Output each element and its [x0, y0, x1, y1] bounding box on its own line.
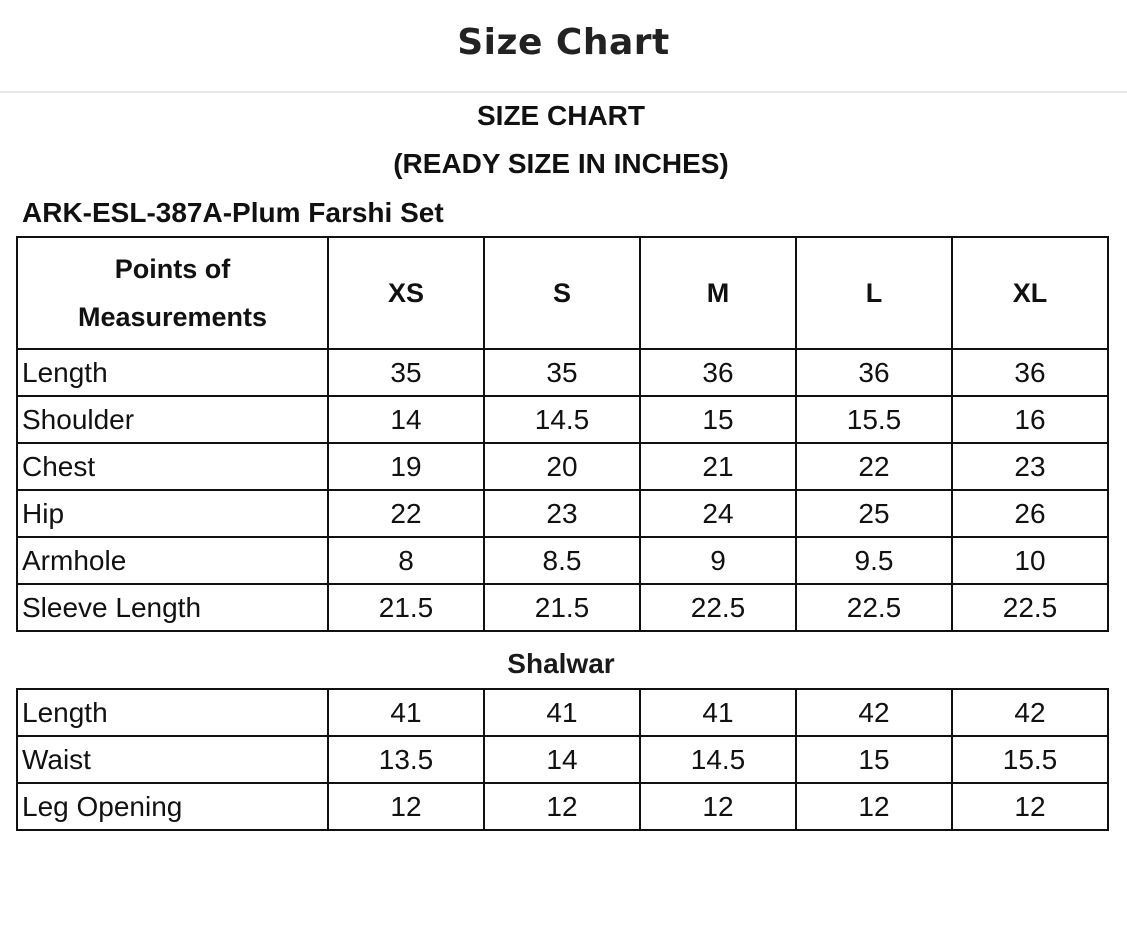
header-size-xs: XS: [327, 236, 485, 350]
header-divider: [0, 91, 1127, 93]
cell-value: 41: [483, 688, 641, 737]
cell-value: 41: [639, 688, 797, 737]
cell-value: 14.5: [483, 395, 641, 444]
table-row: Chest 19 20 21 22 23: [16, 442, 1109, 491]
row-label: Armhole: [16, 536, 329, 585]
cell-value: 9: [639, 536, 797, 585]
table-row: Length 41 41 41 42 42: [16, 688, 1109, 737]
cell-value: 9.5: [795, 536, 953, 585]
section-label-shalwar: Shalwar: [507, 648, 615, 679]
cell-value: 23: [951, 442, 1109, 491]
cell-value: 12: [483, 782, 641, 831]
cell-value: 14: [483, 735, 641, 784]
cell-value: 42: [795, 688, 953, 737]
cell-value: 14.5: [639, 735, 797, 784]
cell-value: 25: [795, 489, 953, 538]
cell-value: 13.5: [327, 735, 485, 784]
table-row: Length 35 35 36 36 36: [16, 348, 1109, 397]
table-row: Shoulder 14 14.5 15 15.5 16: [16, 395, 1109, 444]
cell-value: 22: [795, 442, 953, 491]
cell-value: 12: [951, 782, 1109, 831]
cell-value: 19: [327, 442, 485, 491]
row-label: Shoulder: [16, 395, 329, 444]
table-row: Armhole 8 8.5 9 9.5 10: [16, 536, 1109, 585]
chart-subtitle: (READY SIZE IN INCHES): [393, 148, 729, 179]
cell-value: 23: [483, 489, 641, 538]
header-size-xl: XL: [951, 236, 1109, 350]
header-size-s: S: [483, 236, 641, 350]
product-name: ARK-ESL-387A-Plum Farshi Set: [22, 197, 444, 228]
row-label: Length: [16, 348, 329, 397]
table-row: Waist 13.5 14 14.5 15 15.5: [16, 735, 1109, 784]
cell-value: 10: [951, 536, 1109, 585]
cell-value: 35: [327, 348, 485, 397]
table-row: Hip 22 23 24 25 26: [16, 489, 1109, 538]
cell-value: 35: [483, 348, 641, 397]
cell-value: 14: [327, 395, 485, 444]
table-row: Sleeve Length 21.5 21.5 22.5 22.5 22.5: [16, 583, 1109, 632]
cell-value: 15: [639, 395, 797, 444]
row-label: Length: [16, 688, 329, 737]
cell-value: 22.5: [951, 583, 1109, 632]
cell-value: 15.5: [951, 735, 1109, 784]
cell-value: 26: [951, 489, 1109, 538]
cell-value: 12: [327, 782, 485, 831]
cell-value: 8: [327, 536, 485, 585]
cell-value: 21.5: [327, 583, 485, 632]
cell-value: 24: [639, 489, 797, 538]
cell-value: 16: [951, 395, 1109, 444]
table-row: Leg Opening 12 12 12 12 12: [16, 782, 1109, 831]
table-header-row: Points of Measurements XS S M L XL: [16, 236, 1109, 350]
cell-value: 36: [639, 348, 797, 397]
cell-value: 15: [795, 735, 953, 784]
cell-value: 21: [639, 442, 797, 491]
cell-value: 8.5: [483, 536, 641, 585]
cell-value: 41: [327, 688, 485, 737]
cell-value: 12: [639, 782, 797, 831]
row-label: Chest: [16, 442, 329, 491]
cell-value: 42: [951, 688, 1109, 737]
row-label: Sleeve Length: [16, 583, 329, 632]
cell-value: 22.5: [795, 583, 953, 632]
chart-title: SIZE CHART: [477, 100, 645, 131]
cell-value: 36: [795, 348, 953, 397]
cell-value: 21.5: [483, 583, 641, 632]
page-title: Size Chart: [457, 22, 670, 63]
cell-value: 15.5: [795, 395, 953, 444]
shalwar-size-table: Length 41 41 41 42 42 Waist 13.5 14 14.5 15 15.5 Leg…: [16, 688, 1109, 831]
cell-value: 36: [951, 348, 1109, 397]
row-label: Leg Opening: [16, 782, 329, 831]
row-label: Waist: [16, 735, 329, 784]
top-size-table: Points of Measurements XS S M L XL Length 35 35…: [16, 236, 1109, 632]
cell-value: 22: [327, 489, 485, 538]
header-size-m: M: [639, 236, 797, 350]
cell-value: 22.5: [639, 583, 797, 632]
cell-value: 12: [795, 782, 953, 831]
row-label: Hip: [16, 489, 329, 538]
cell-value: 20: [483, 442, 641, 491]
header-points-of-measurements: Points of Measurements: [16, 236, 329, 350]
header-size-l: L: [795, 236, 953, 350]
